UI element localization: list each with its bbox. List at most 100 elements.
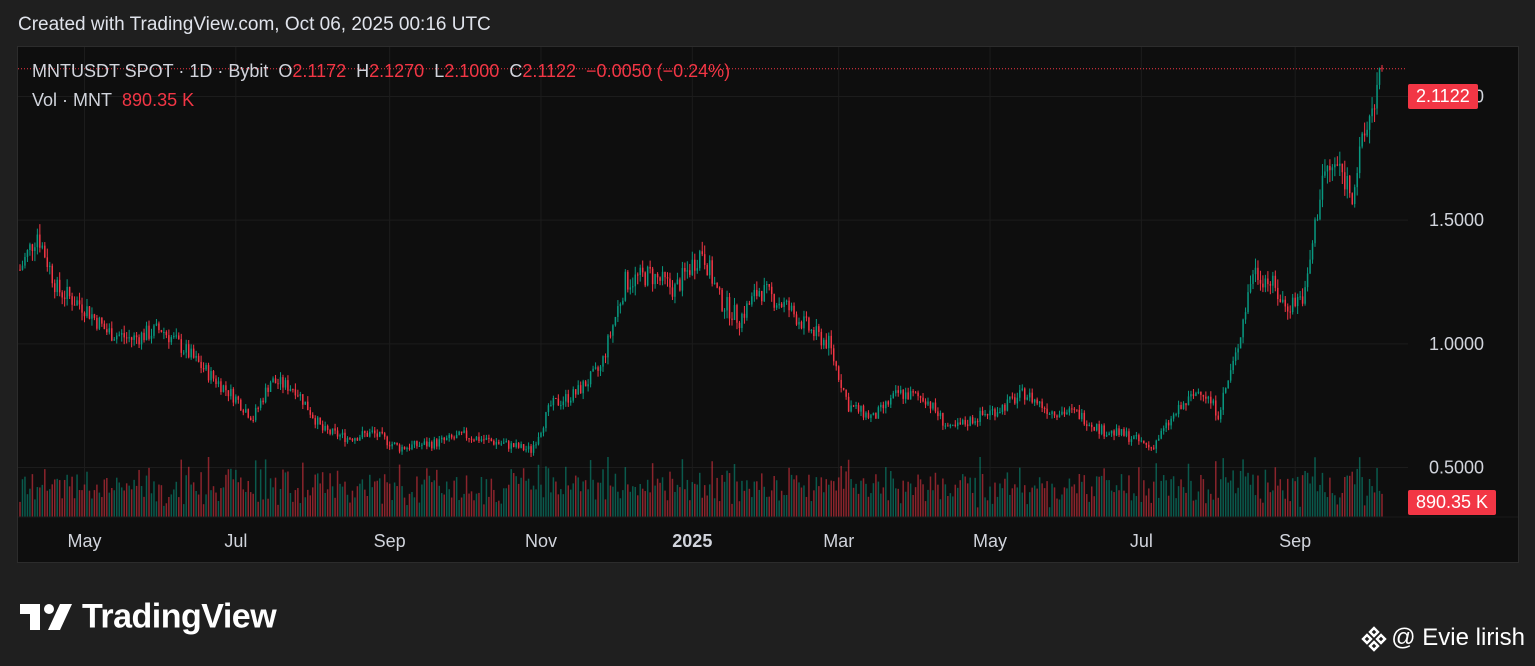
volume-bar — [753, 481, 756, 517]
volume-bar — [870, 493, 872, 517]
candle-body — [520, 444, 522, 448]
candle-body — [125, 337, 128, 339]
candle-body — [927, 401, 929, 405]
volume-bar — [887, 500, 890, 517]
candle-body — [58, 279, 61, 293]
volume-bar — [254, 460, 257, 517]
candle-body — [453, 437, 455, 439]
volume-bar — [899, 503, 902, 517]
candle-body — [433, 439, 436, 449]
volume-bar — [1353, 484, 1356, 517]
candle-body — [287, 380, 289, 391]
volume-bar — [344, 481, 346, 517]
volume-bar — [1192, 500, 1195, 517]
volume-bar — [570, 489, 572, 517]
chart-panel[interactable]: 0.50001.00001.50002.0000MayJulSepNov2025… — [17, 46, 1519, 563]
candle-body — [411, 444, 413, 450]
volume-bar — [1128, 475, 1130, 517]
candle-body — [282, 377, 284, 388]
candle-body — [438, 439, 441, 447]
candle-body — [924, 401, 927, 405]
volume-bar — [721, 474, 723, 517]
volume-bar — [537, 464, 540, 517]
candle-body — [823, 339, 825, 346]
candle-body — [309, 410, 312, 415]
candle-body — [939, 413, 942, 417]
candle-body — [1200, 391, 1202, 395]
volume-bar — [894, 488, 897, 517]
candle-body — [535, 444, 537, 446]
candle-body — [294, 389, 297, 396]
volume-bar — [88, 490, 91, 517]
volume-bar — [150, 493, 153, 517]
volume-bar — [1252, 474, 1254, 517]
candle-body — [406, 447, 408, 450]
volume-bar — [1247, 472, 1249, 517]
candle-body — [607, 335, 609, 358]
candle-body — [708, 260, 711, 276]
volume-bar — [240, 477, 242, 517]
candle-body — [651, 268, 654, 285]
volume-bar — [617, 491, 619, 517]
candle-body — [1326, 165, 1329, 172]
tradingview-brand[interactable]: TradingView — [20, 596, 277, 637]
candle-body — [716, 282, 718, 288]
candlestick-chart[interactable]: 0.50001.00001.50002.0000MayJulSepNov2025… — [18, 47, 1518, 562]
candle-body — [371, 430, 374, 432]
candle-body — [1284, 299, 1286, 307]
candle-body — [354, 438, 356, 441]
candle-body — [61, 292, 63, 298]
volume-bar — [1125, 493, 1128, 517]
candle-body — [1309, 259, 1311, 274]
volume-bar — [932, 490, 934, 517]
volume-bar — [247, 480, 249, 517]
volume-bar — [646, 479, 649, 517]
candle-body — [391, 443, 393, 447]
candle-body — [1014, 397, 1016, 404]
volume-bar — [669, 471, 671, 517]
volume-bar — [589, 460, 592, 517]
candle-body — [574, 389, 577, 395]
candle-body — [761, 291, 763, 302]
volume-bar — [34, 499, 36, 517]
volume-bar — [726, 470, 728, 517]
candle-body — [217, 381, 220, 385]
candle-body — [671, 287, 674, 297]
volume-bar — [1376, 468, 1378, 517]
candle-body — [180, 339, 183, 353]
candle-body — [711, 260, 713, 284]
change-value: −0.0050 (−0.24%) — [586, 61, 731, 81]
volume-bar — [880, 493, 882, 517]
volume-bar — [1232, 470, 1234, 517]
candle-body — [284, 380, 287, 388]
candle-body — [413, 440, 416, 445]
volume-bar — [1224, 477, 1227, 517]
volume-bar — [1326, 497, 1329, 517]
volume-bar — [639, 484, 641, 517]
volume-bar — [1133, 493, 1135, 517]
candle-body — [1093, 426, 1095, 431]
candle-body — [96, 317, 98, 329]
volume-bar — [840, 465, 842, 517]
candle-body — [1215, 400, 1217, 416]
candle-body — [465, 430, 468, 439]
volume-bar — [949, 493, 952, 517]
candle-body — [810, 330, 813, 332]
volume-bar — [927, 489, 929, 517]
volume-bar — [934, 472, 937, 517]
volume-bar — [56, 478, 58, 517]
candle-body — [396, 442, 398, 445]
candle-body — [1031, 392, 1033, 403]
volume-bar — [872, 483, 875, 517]
candle-body — [274, 378, 277, 384]
volume-bar — [190, 484, 192, 517]
volume-bar — [813, 490, 815, 517]
volume-bar — [756, 481, 758, 517]
y-tick-label: 1.5000 — [1429, 210, 1484, 230]
volume-bar — [396, 486, 398, 517]
volume-bar — [1028, 492, 1031, 517]
volume-bar — [1272, 490, 1274, 517]
candle-body — [689, 270, 691, 275]
candle-body — [577, 385, 579, 395]
candle-body — [629, 287, 632, 290]
